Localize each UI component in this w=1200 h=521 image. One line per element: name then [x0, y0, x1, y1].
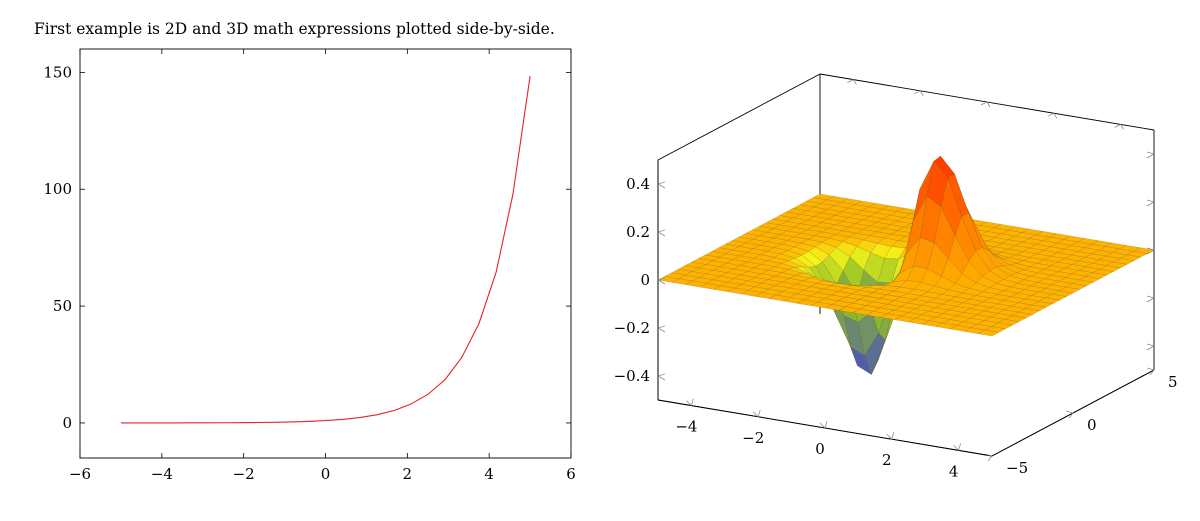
- x-tick-label: −4: [151, 465, 173, 483]
- x-tick-label: 2: [882, 451, 892, 469]
- y-tick: [1146, 367, 1155, 371]
- x-tick-back: [1120, 124, 1124, 130]
- z-tick-back: [1146, 343, 1155, 347]
- x-tick-label: 2: [403, 465, 413, 483]
- x-tick-label: −2: [233, 465, 255, 483]
- y-tick: [984, 453, 993, 457]
- z-tick-label: 0: [640, 271, 650, 289]
- x-tick: [824, 420, 828, 429]
- z-tick-label: −0.2: [614, 319, 650, 337]
- z-tick: [657, 279, 666, 285]
- x-tick-back: [914, 90, 921, 95]
- x-tick: [691, 398, 694, 406]
- y-tick-label: 150: [43, 63, 72, 81]
- y-tick-label: −5: [1006, 459, 1028, 477]
- z-tick: [657, 327, 666, 333]
- box-edge: [657, 73, 821, 161]
- z-tick: [657, 373, 666, 377]
- z-tick-back: [1146, 151, 1155, 155]
- y-tick: [1068, 412, 1074, 419]
- x-tick-back: [847, 79, 854, 83]
- z-tick: [657, 183, 666, 189]
- x-tick: [757, 409, 761, 417]
- x-tick-label: −4: [675, 418, 697, 436]
- figure-caption: First example is 2D and 3D math expressi…: [34, 20, 555, 38]
- x-tick: [953, 445, 959, 451]
- z-tick-label: −0.4: [614, 367, 650, 385]
- x-tick-label: 0: [815, 440, 825, 458]
- line-chart-2d: −6 −4 −2 0 2 4 6 0 50 100 150: [43, 48, 576, 483]
- x-tick: [891, 432, 895, 440]
- x-tick-back: [986, 101, 991, 108]
- z-tick-back: [1146, 153, 1155, 159]
- x-tick-label: −6: [69, 465, 91, 483]
- y-tick: [987, 455, 993, 462]
- z-tick-back: [1146, 345, 1155, 351]
- y-tick: [1065, 410, 1074, 414]
- x-tick-back: [1053, 112, 1058, 119]
- surface: [657, 155, 1155, 375]
- y-tick: [1149, 369, 1155, 376]
- x-tick: [819, 422, 826, 429]
- y-tick-label: 100: [43, 180, 72, 198]
- z-tick: [657, 325, 666, 329]
- z-tick-label: 0.2: [626, 223, 650, 241]
- x-tick-label: 4: [949, 462, 959, 480]
- x-tick-label: −2: [742, 429, 764, 447]
- series-line: [120, 76, 531, 424]
- x-tick-label: 6: [566, 465, 576, 483]
- y-tick-label: 0: [1087, 416, 1097, 434]
- x-tick-label: 4: [484, 465, 494, 483]
- z-tick-back: [1146, 295, 1155, 299]
- surface-patch: [977, 329, 1000, 337]
- z-tick: [657, 231, 666, 237]
- z-tick-label: 0.4: [626, 175, 650, 193]
- x-tick-back: [1047, 112, 1054, 117]
- x-tick-label: 0: [321, 465, 331, 483]
- y-tick-label: 50: [53, 297, 72, 315]
- x-tick-back: [980, 101, 988, 106]
- z-tick: [657, 229, 666, 233]
- z-tick-back: [1146, 297, 1155, 303]
- x-tick: [886, 433, 893, 440]
- y-tick-label: 0: [62, 414, 72, 432]
- x-tick-back: [919, 90, 924, 97]
- z-tick-back: [1146, 201, 1155, 207]
- z-tick: [657, 181, 666, 185]
- x-tick: [752, 411, 759, 418]
- x-tick: [958, 443, 961, 451]
- y-tick-label: 5: [1168, 373, 1178, 391]
- z-tick-back: [1146, 199, 1155, 203]
- x-tick-back: [853, 79, 857, 85]
- x-tick-back: [1114, 124, 1121, 128]
- z-tick: [657, 277, 666, 281]
- z-tick: [657, 375, 666, 381]
- x-tick: [686, 400, 692, 406]
